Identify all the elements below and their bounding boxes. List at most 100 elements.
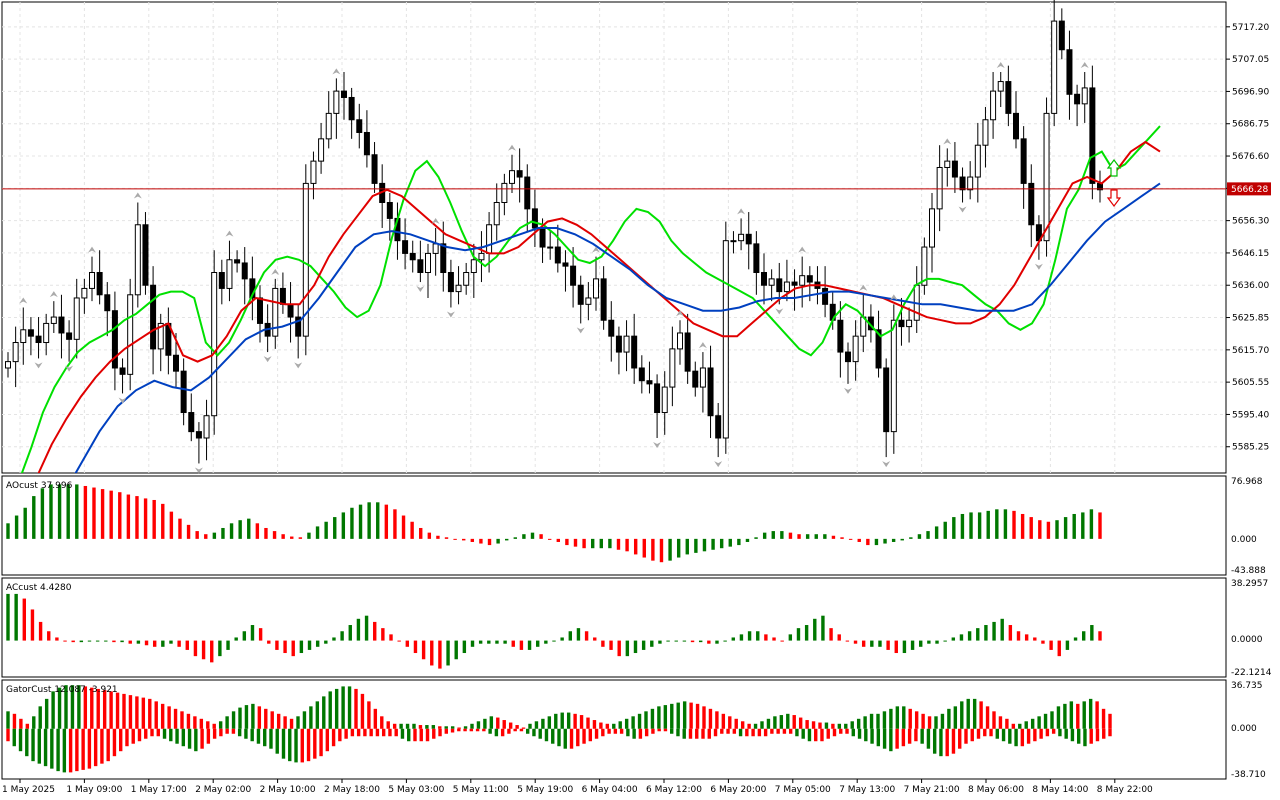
ac-bar (397, 640, 401, 642)
gator-lower-bar (200, 728, 204, 749)
ao-bar (530, 532, 535, 539)
ao-bar (350, 507, 354, 539)
ac-bar (503, 640, 507, 644)
gator-lower-bar (907, 728, 912, 744)
ac-bar (30, 609, 35, 641)
ac-panel[interactable] (1, 577, 1227, 678)
ac-bar (71, 640, 75, 643)
gator-lower-bar (613, 728, 618, 734)
gator-upper-bar (431, 725, 436, 729)
ao-bar (487, 538, 492, 546)
gator-upper-bar (12, 713, 17, 729)
gator-lower-bar (256, 728, 261, 744)
gator-lower-bar (707, 728, 711, 739)
gator-upper-bar (425, 725, 429, 729)
gator-lower-bar (269, 728, 273, 749)
ac-bar (756, 631, 760, 641)
ao-bar (462, 538, 466, 541)
fractal-down-icon (714, 461, 723, 468)
candle-body (936, 166, 943, 210)
y-tick-label: 5636.00 (1232, 281, 1269, 291)
gator-upper-bar (953, 706, 958, 729)
ao-bar (848, 538, 853, 540)
ao-bar (169, 511, 174, 539)
ac-bar (315, 640, 320, 647)
ac-bar (772, 637, 776, 641)
gator-upper-bar (283, 716, 287, 729)
x-tick-label: 2 May 18:00 (324, 785, 380, 795)
ao-bar (780, 531, 784, 539)
x-tick-label: 2 May 10:00 (260, 785, 316, 795)
gator-lower-bar (839, 728, 843, 734)
gator-lower-bar (763, 728, 768, 737)
ac-bar (470, 640, 475, 647)
gator-lower-bar (619, 728, 624, 734)
gator-lower-bar (807, 728, 812, 742)
candle-body (1028, 182, 1035, 226)
ao-bar (651, 538, 655, 561)
gator-upper-bar (302, 711, 307, 729)
candle-body (127, 294, 134, 375)
ac-bar (829, 628, 833, 641)
candle-body (776, 278, 783, 293)
candle-body (692, 370, 699, 388)
gator-lower-bar (231, 728, 236, 734)
ao-bar (771, 531, 775, 539)
ao-bar (573, 538, 578, 547)
gator-lower-bar (369, 728, 373, 737)
ao-panel[interactable] (1, 475, 1227, 576)
candle-body (577, 284, 584, 305)
y-tick-label: 5625.85 (1232, 314, 1269, 324)
gator-lower-bar (463, 728, 467, 732)
gator-lower-bar (325, 728, 330, 752)
gator-upper-bar (689, 702, 693, 729)
y-tick-label: 5696.90 (1232, 87, 1269, 97)
gator-lower-bar (876, 728, 881, 747)
gator-title: GatorCust 12.087 -3.921 (6, 685, 118, 695)
ac-bar (568, 631, 572, 641)
fractal-down-icon (34, 362, 43, 369)
ao-histogram (6, 484, 1102, 563)
ac-bar (511, 640, 515, 647)
gator-upper-bar (515, 725, 519, 729)
ao-bar (436, 535, 440, 539)
gator-upper-bar (341, 686, 345, 729)
gator-lower-bar (75, 728, 79, 772)
gator-lower-bar (388, 728, 392, 737)
ao-tick-bottom: -43.888 (1231, 566, 1266, 576)
candle-body (875, 329, 882, 369)
ac-bar (201, 640, 206, 660)
candle-body (142, 224, 149, 286)
candle-body (669, 348, 676, 388)
candle-body (257, 297, 263, 324)
candle-body (119, 367, 126, 375)
ac-bar (356, 618, 361, 641)
gator-upper-bar (373, 708, 378, 729)
ac-bar (1098, 631, 1102, 641)
y-tick-label: 5605.55 (1232, 378, 1269, 388)
candle-body (593, 278, 599, 299)
fractal-down-icon (294, 362, 303, 369)
gator-upper-bar (44, 698, 49, 729)
ao-bar (470, 538, 475, 542)
gator-lower-bar (745, 728, 749, 737)
gator-upper-bar (360, 693, 365, 729)
gator-upper-bar (412, 723, 416, 729)
ac-bar (576, 628, 581, 641)
gator-lower-bar (144, 728, 148, 739)
gator-lower-bar (93, 728, 98, 767)
gator-lower-bar (1064, 728, 1068, 739)
gator-lower-bar (1045, 728, 1050, 737)
ao-bar (6, 523, 10, 539)
gator-lower-bar (958, 728, 962, 749)
candle-body (432, 243, 439, 254)
ao-bar (900, 538, 904, 541)
gator-upper-bar (624, 718, 629, 729)
gator-upper-bar (6, 711, 10, 729)
ao-bar (548, 538, 552, 540)
candle-body (852, 335, 859, 363)
gator-lower-bar (407, 728, 411, 742)
candle-body (654, 383, 661, 414)
gator-upper-bar (1056, 706, 1061, 729)
